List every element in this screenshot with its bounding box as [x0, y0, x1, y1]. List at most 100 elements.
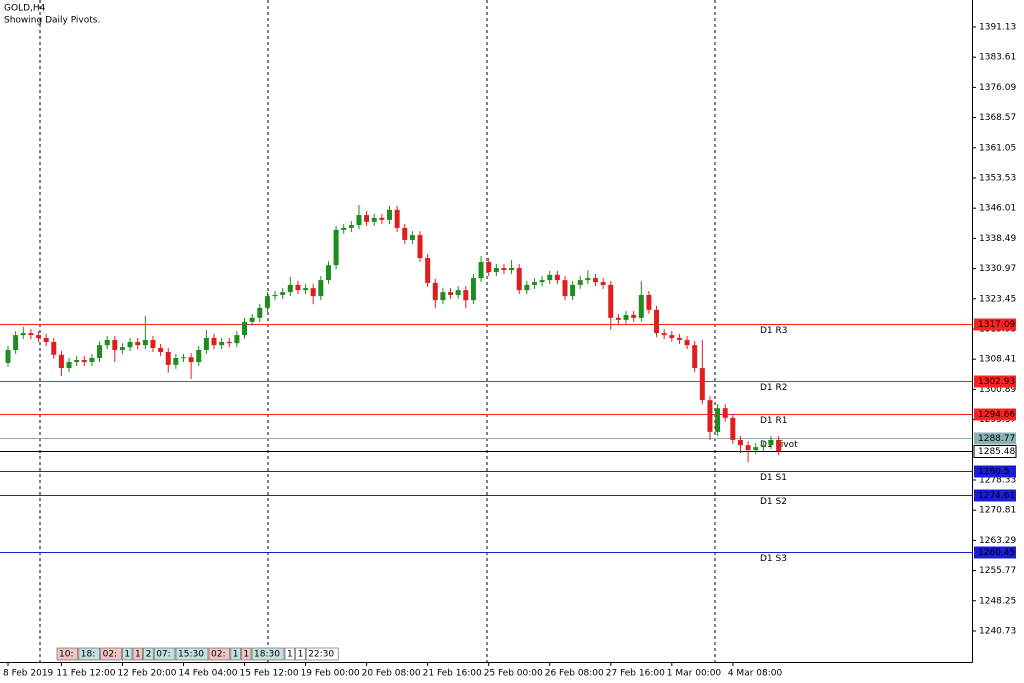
session-box-label: 1 — [124, 650, 130, 660]
candle-body — [509, 268, 515, 271]
y-tick-label: 1330.97 — [979, 264, 1016, 274]
candle-body — [661, 333, 667, 336]
y-tick-label: 1248.25 — [979, 596, 1016, 606]
candle-body — [112, 339, 118, 350]
candle-body — [577, 280, 583, 285]
candle-body — [97, 345, 103, 359]
price-box — [974, 432, 1016, 445]
candle-body — [127, 341, 133, 348]
session-box-label: 22:30 — [308, 650, 334, 660]
x-tick-label: 14 Feb 04:00 — [178, 669, 237, 679]
candle-body — [493, 268, 499, 273]
y-tick-label: 1255.77 — [979, 566, 1016, 576]
candle-body — [699, 368, 705, 401]
x-tick-label: 19 Feb 00:00 — [301, 669, 360, 679]
candle-body — [226, 341, 232, 344]
candle-body — [455, 290, 461, 295]
session-box — [122, 647, 133, 661]
candle-body — [737, 439, 743, 446]
candle-body — [394, 209, 400, 228]
candle-body — [234, 335, 240, 344]
candle-body — [196, 349, 202, 363]
y-tick-label: 1346.01 — [979, 204, 1016, 214]
candle-body — [257, 307, 263, 318]
candle-body — [722, 408, 728, 418]
candle-body — [470, 278, 476, 301]
y-tick-label: 1240.73 — [979, 626, 1016, 636]
candle-body — [631, 315, 637, 318]
current-price-label: 1285.48 — [978, 447, 1015, 457]
candle-body — [371, 217, 377, 222]
candle-body — [249, 317, 255, 322]
x-tick-label: 15 Feb 12:00 — [240, 669, 299, 679]
candle-body — [348, 225, 354, 228]
candle-body — [478, 262, 484, 279]
candle-body — [74, 360, 80, 363]
price-box — [974, 546, 1016, 559]
candle-body — [43, 337, 49, 342]
y-tick-label: 1263.29 — [979, 536, 1016, 546]
candle-body — [646, 294, 652, 310]
candle-body — [13, 335, 19, 350]
candle-body — [242, 321, 248, 336]
candle-body — [669, 335, 675, 338]
session-box — [241, 647, 252, 661]
session-box-label: 1 — [135, 650, 141, 660]
x-tick-label: 25 Feb 00:00 — [484, 669, 543, 679]
candle-body — [768, 439, 774, 446]
candle-body — [554, 274, 560, 281]
candle-body — [524, 284, 530, 291]
session-box-label: 18: — [81, 650, 95, 660]
candle-body — [463, 290, 469, 301]
candle-body — [135, 341, 141, 346]
session-box — [56, 647, 79, 661]
candle-body — [264, 296, 270, 308]
candle-body — [692, 345, 698, 369]
x-tick-label: 26 Feb 08:00 — [545, 669, 604, 679]
price-box-label: 1274.61 — [978, 491, 1015, 501]
candle-body — [158, 347, 164, 352]
candle-body — [539, 280, 545, 283]
candle-body — [562, 280, 568, 297]
candle-body — [776, 439, 782, 452]
candle-body — [325, 265, 331, 281]
candle-body — [341, 227, 347, 230]
x-tick-label: 4 Mar 08:00 — [728, 669, 783, 679]
price-box-label: 1294.66 — [978, 410, 1015, 420]
session-box-label: 10: — [59, 650, 73, 660]
candle-body — [684, 339, 690, 346]
candle-body — [287, 284, 293, 293]
candle-body — [547, 274, 553, 281]
candle-body — [654, 309, 660, 334]
session-box — [132, 647, 143, 661]
candle-body — [81, 360, 87, 363]
candle-body — [387, 209, 392, 220]
candle-body — [531, 282, 537, 285]
candle-body — [608, 284, 614, 318]
candle-body — [409, 235, 415, 240]
candle-body — [36, 335, 42, 338]
candle-body — [66, 362, 72, 369]
candle-body — [303, 288, 309, 291]
price-box-label: 1260.45 — [978, 548, 1015, 558]
candle-body — [432, 282, 438, 301]
candle-body — [585, 278, 591, 281]
y-tick-label: 1270.81 — [979, 506, 1016, 516]
candle-body — [402, 227, 408, 240]
session-box-label: 18:30 — [254, 650, 280, 660]
session-box-label: 1 — [243, 650, 249, 660]
candle-body — [379, 217, 385, 220]
pivot-label: D1 R2 — [760, 383, 788, 393]
x-tick-label: 20 Feb 08:00 — [362, 669, 421, 679]
x-tick-label: 12 Feb 20:00 — [117, 669, 176, 679]
session-box-label: 15:30 — [178, 650, 204, 660]
candle-body — [623, 315, 629, 320]
session-box — [305, 647, 339, 661]
candle-body — [570, 284, 576, 297]
price-box — [974, 489, 1016, 502]
session-box-label: 02: — [103, 650, 117, 660]
candle-body — [180, 357, 186, 359]
x-tick-label: 11 Feb 12:00 — [56, 669, 115, 679]
candle-body — [28, 333, 34, 336]
